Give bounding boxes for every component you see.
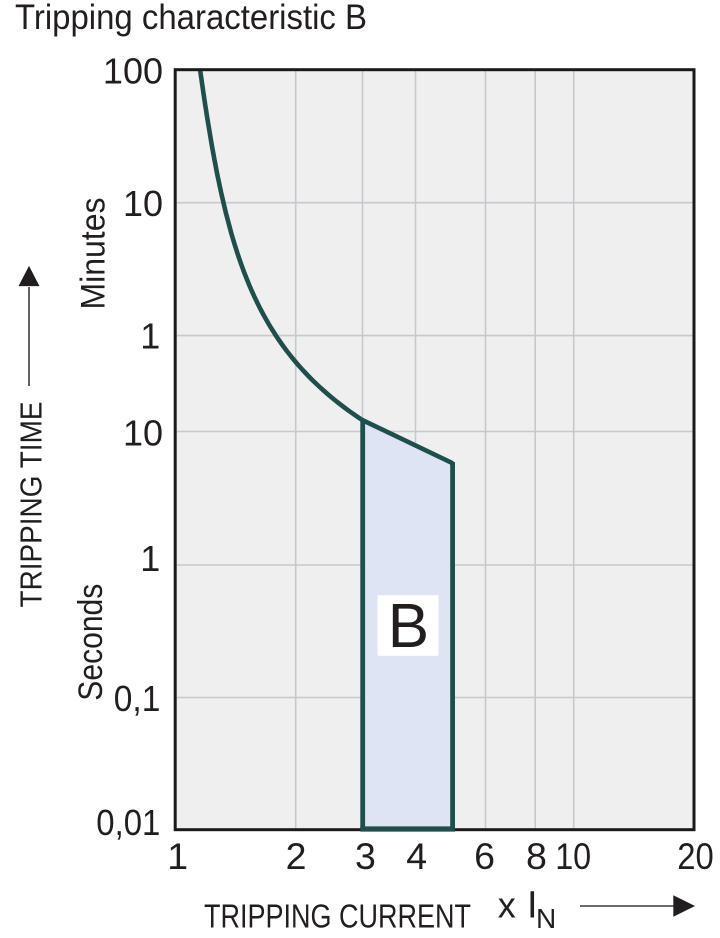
svg-text:1: 1 (140, 538, 160, 579)
svg-text:Tripping characteristic B: Tripping characteristic B (15, 0, 367, 37)
svg-text:TRIPPING CURRENT: TRIPPING CURRENT (204, 898, 471, 935)
svg-text:Minutes: Minutes (75, 198, 113, 310)
svg-text:3: 3 (355, 835, 376, 877)
svg-text:B: B (388, 592, 429, 661)
svg-text:TRIPPING TIME: TRIPPING TIME (14, 402, 49, 608)
svg-text:10: 10 (555, 835, 591, 877)
svg-text:0,1: 0,1 (114, 678, 161, 719)
svg-text:20: 20 (677, 835, 714, 877)
svg-text:N: N (536, 903, 556, 934)
svg-text:0,01: 0,01 (96, 802, 160, 843)
svg-text:4: 4 (406, 835, 427, 877)
svg-text:100: 100 (103, 50, 163, 91)
svg-text:I: I (527, 885, 538, 927)
svg-text:8: 8 (526, 835, 547, 877)
svg-text:6: 6 (474, 835, 495, 877)
svg-text:x: x (498, 885, 516, 926)
svg-text:1: 1 (167, 835, 188, 877)
svg-text:1: 1 (140, 315, 160, 356)
svg-text:2: 2 (286, 835, 307, 877)
svg-text:Seconds: Seconds (72, 584, 110, 701)
svg-text:10: 10 (123, 413, 163, 454)
svg-text:10: 10 (123, 183, 163, 224)
